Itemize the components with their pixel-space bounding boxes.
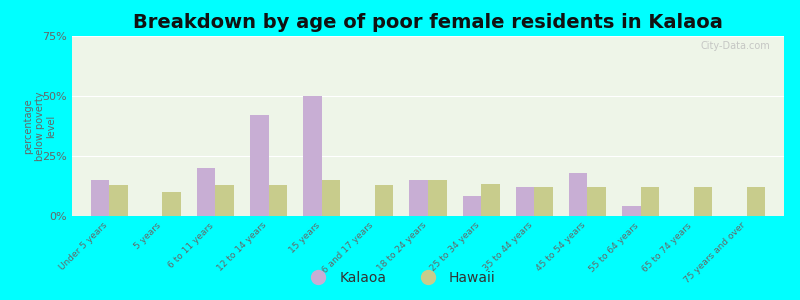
Bar <box>587 187 606 216</box>
Bar <box>481 184 500 216</box>
Legend: Kalaoa, Hawaii: Kalaoa, Hawaii <box>299 265 501 290</box>
Bar <box>303 96 322 216</box>
Bar <box>410 180 428 216</box>
Text: City-Data.com: City-Data.com <box>700 41 770 51</box>
Y-axis label: percentage
below poverty
level: percentage below poverty level <box>23 91 56 161</box>
Bar <box>322 180 340 216</box>
Bar <box>162 192 181 216</box>
Bar <box>90 180 109 216</box>
Bar <box>375 185 394 216</box>
Bar <box>462 196 481 216</box>
Bar <box>250 115 269 216</box>
Bar <box>534 187 553 216</box>
Bar <box>641 187 659 216</box>
Bar <box>622 206 641 216</box>
Title: Breakdown by age of poor female residents in Kalaoa: Breakdown by age of poor female resident… <box>133 13 723 32</box>
Bar <box>197 168 215 216</box>
Bar <box>215 185 234 216</box>
Bar <box>428 180 446 216</box>
Bar <box>269 185 287 216</box>
Bar <box>694 187 712 216</box>
Bar <box>109 185 128 216</box>
Bar <box>516 187 534 216</box>
Bar <box>569 173 587 216</box>
Bar <box>747 187 766 216</box>
